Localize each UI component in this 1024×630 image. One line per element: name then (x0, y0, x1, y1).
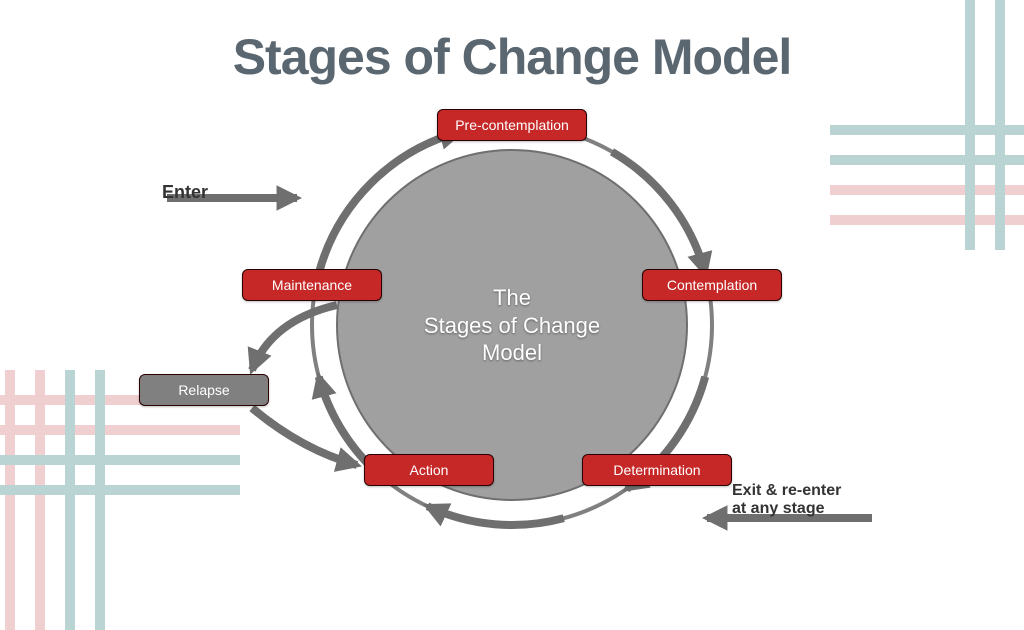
relapse-from-maintenance-arrow (252, 305, 337, 370)
stage-contemplation: Contemplation (642, 269, 782, 301)
stage-determination: Determination (582, 454, 732, 486)
exit-label: Exit & re-enter at any stage (732, 482, 841, 518)
stage-maintenance: Maintenance (242, 269, 382, 301)
center-label: The Stages of Change Model (424, 284, 600, 367)
stage-action: Action (364, 454, 494, 486)
exit-label-line1: Exit & re-enter (732, 482, 841, 499)
stages-diagram: The Stages of Change Model Enter Exit & … (152, 110, 872, 550)
center-label-line3: Model (482, 340, 542, 365)
center-label-line2: Stages of Change (424, 312, 600, 337)
enter-label: Enter (162, 182, 208, 203)
center-label-line1: The (493, 285, 531, 310)
arc-determ-to-action (427, 506, 563, 525)
exit-label-line2: at any stage (732, 500, 824, 517)
stage-precontemplation: Pre-contemplation (437, 109, 587, 141)
stage-relapse: Relapse (139, 374, 269, 406)
